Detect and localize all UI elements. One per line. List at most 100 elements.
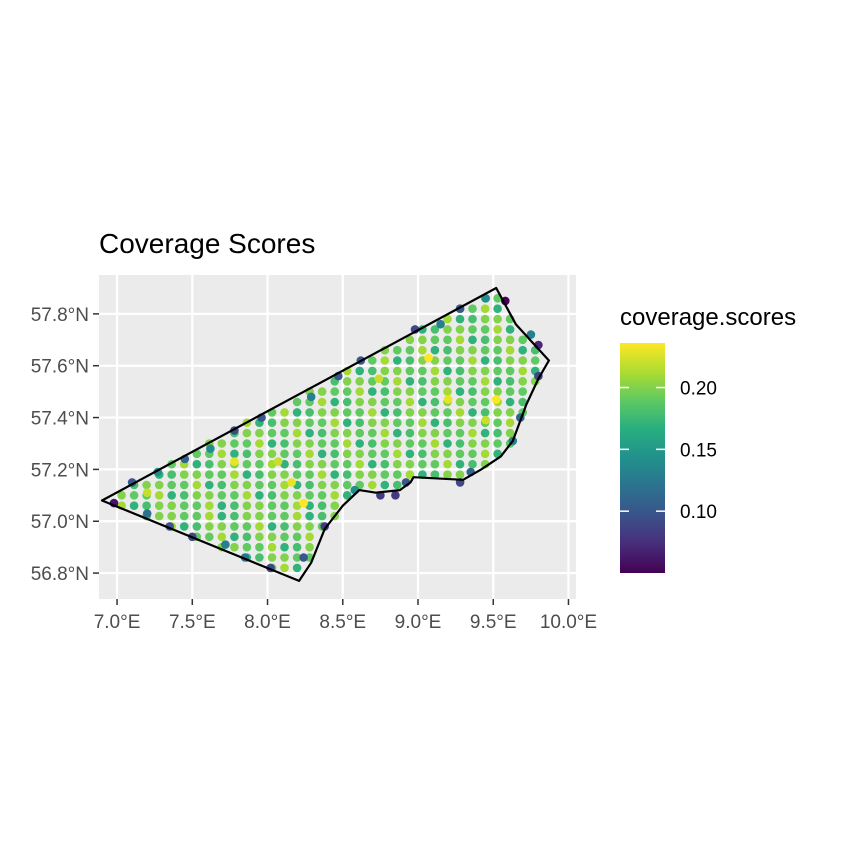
score-point: [242, 480, 252, 490]
score-point: [405, 356, 415, 365]
score-point: [317, 397, 327, 407]
score-point: [368, 397, 377, 407]
score-point: [330, 428, 340, 438]
x-tick-label: 10.0°E: [540, 612, 597, 633]
score-point: [393, 470, 402, 479]
score-point: [443, 428, 452, 438]
x-tick-label: 9.0°E: [395, 612, 442, 633]
score-point: [305, 532, 314, 542]
score-point: [430, 459, 440, 469]
y-tick-label: 56.8°N: [31, 564, 89, 585]
y-tick-label: 57.6°N: [31, 357, 89, 378]
score-point: [179, 480, 189, 490]
score-point: [292, 428, 302, 438]
score-point: [480, 345, 490, 355]
score-point: [505, 335, 515, 345]
edge-point: [206, 444, 215, 454]
score-point: [393, 480, 402, 490]
score-point: [468, 304, 477, 314]
score-point: [380, 470, 390, 479]
score-point: [267, 418, 277, 428]
high-score-point: [299, 498, 308, 508]
score-point: [393, 439, 402, 448]
gridlines: [99, 275, 576, 599]
score-point: [142, 501, 151, 511]
score-point: [305, 491, 314, 500]
score-point: [330, 480, 340, 490]
score-point: [418, 345, 427, 355]
x-tick-label: 7.0°E: [94, 612, 141, 633]
score-point: [192, 522, 202, 531]
score-point: [230, 449, 239, 459]
score-point: [443, 345, 452, 355]
score-point: [505, 345, 515, 355]
score-point: [292, 397, 302, 407]
legend-label: 0.20: [680, 379, 717, 400]
high-score-point: [481, 415, 491, 425]
score-point: [493, 366, 502, 376]
score-point: [167, 470, 176, 479]
score-point: [342, 408, 352, 417]
score-point: [468, 314, 477, 324]
score-point: [292, 491, 302, 500]
score-point: [205, 511, 214, 521]
score-point: [505, 418, 515, 428]
score-point: [480, 314, 490, 324]
score-point: [455, 459, 465, 469]
score-point: [505, 397, 515, 407]
score-point: [368, 408, 377, 417]
score-point: [255, 491, 264, 500]
score-point: [255, 532, 264, 542]
score-point: [393, 418, 402, 428]
score-point: [443, 470, 452, 479]
score-point: [292, 470, 302, 479]
score-point: [405, 439, 415, 448]
high-score-point: [443, 395, 453, 404]
edge-point: [299, 553, 308, 562]
edge-point: [436, 319, 445, 329]
score-point: [468, 387, 477, 396]
score-point: [493, 335, 502, 345]
edge-point: [306, 392, 316, 402]
x-tick-label: 8.0°E: [244, 612, 291, 633]
score-point: [380, 428, 390, 438]
score-point: [179, 491, 189, 500]
score-point: [455, 428, 465, 438]
score-point: [179, 501, 189, 511]
score-point: [217, 501, 227, 511]
score-point: [368, 366, 377, 376]
score-point: [342, 397, 352, 407]
score-point: [230, 522, 239, 531]
score-point: [205, 532, 214, 542]
score-point: [317, 408, 327, 417]
y-tick-label: 57.0°N: [31, 512, 89, 533]
score-point: [368, 439, 377, 448]
score-point: [443, 408, 452, 417]
score-point: [242, 501, 252, 511]
score-point: [142, 480, 151, 490]
legend-title: coverage.scores: [620, 304, 796, 331]
score-point: [154, 491, 164, 500]
score-point: [292, 542, 302, 552]
score-point: [129, 491, 139, 500]
score-point: [480, 439, 490, 448]
score-point: [493, 304, 502, 314]
score-point: [330, 418, 340, 428]
score-point: [330, 501, 340, 511]
score-point: [518, 335, 527, 345]
score-point: [305, 470, 314, 479]
score-point: [380, 387, 390, 396]
score-point: [393, 449, 402, 459]
score-point: [355, 439, 365, 448]
score-point: [405, 345, 415, 355]
score-point: [443, 356, 452, 365]
score-point: [468, 428, 477, 438]
score-point: [230, 501, 239, 511]
score-point: [430, 408, 440, 417]
score-point: [217, 522, 227, 531]
score-point: [317, 480, 327, 490]
score-point: [342, 418, 352, 428]
score-point: [418, 439, 427, 448]
score-point: [493, 356, 502, 365]
